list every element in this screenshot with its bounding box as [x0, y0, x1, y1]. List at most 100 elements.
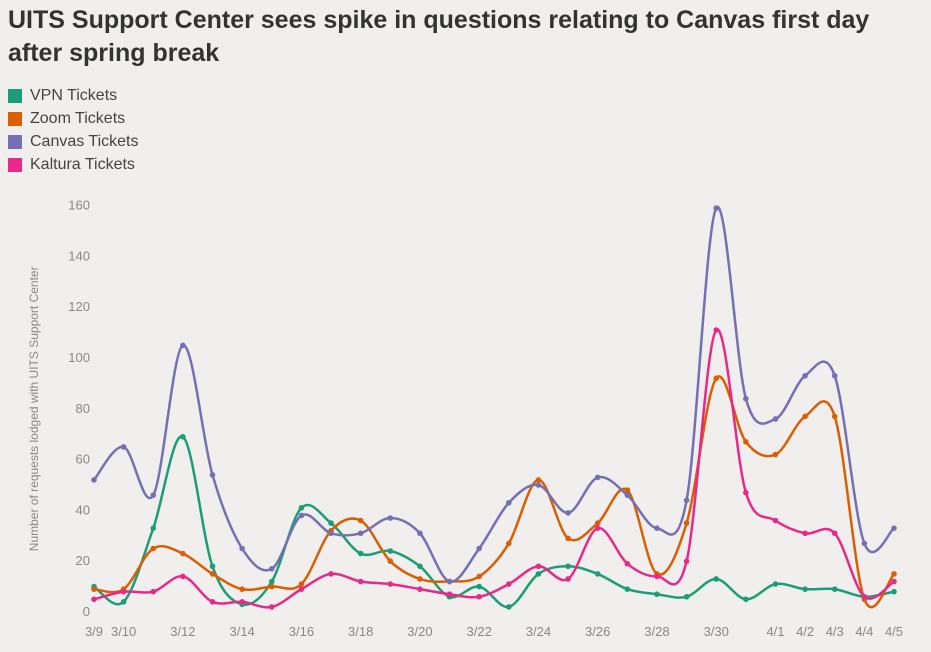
data-point-kaltura-tickets [891, 578, 897, 585]
data-point-vpn-tickets [357, 550, 364, 557]
data-point-canvas-tickets [150, 492, 157, 498]
data-point-vpn-tickets [476, 583, 482, 590]
data-point-canvas-tickets [594, 474, 601, 481]
data-point-canvas-tickets [772, 416, 779, 422]
data-point-vpn-tickets [713, 576, 720, 582]
data-point-canvas-tickets [535, 482, 542, 488]
x-tick-label: 4/5 [885, 624, 903, 639]
data-point-canvas-tickets [298, 512, 305, 519]
x-tick-label: 3/26 [585, 624, 610, 639]
legend-item-canvas: Canvas Tickets [8, 130, 138, 153]
data-point-canvas-tickets [209, 472, 216, 478]
y-tick-label: 140 [68, 248, 90, 263]
data-point-vpn-tickets [831, 586, 838, 592]
chart-title: UITS Support Center sees spike in questi… [8, 6, 870, 67]
x-tick-label: 3/24 [526, 624, 551, 639]
data-point-canvas-tickets [476, 545, 482, 552]
data-point-kaltura-tickets [535, 563, 542, 570]
data-point-canvas-tickets [743, 395, 749, 402]
data-point-canvas-tickets [831, 372, 838, 379]
data-point-vpn-tickets [594, 571, 601, 577]
series-line-kaltura-tickets [93, 328, 895, 609]
x-tick-label: 4/4 [855, 624, 873, 639]
data-point-kaltura-tickets [180, 573, 186, 580]
data-point-canvas-tickets [565, 510, 571, 516]
data-point-kaltura-tickets [387, 581, 394, 587]
data-point-kaltura-tickets [476, 593, 482, 600]
data-point-vpn-tickets [772, 581, 779, 587]
x-tick-label: 3/28 [644, 624, 669, 639]
legend-label-canvas: Canvas Tickets [30, 132, 139, 150]
legend-item-vpn: VPN Tickets [8, 84, 138, 107]
data-point-zoom-tickets [91, 586, 97, 592]
data-point-kaltura-tickets [120, 588, 127, 595]
data-point-zoom-tickets [476, 573, 482, 580]
data-point-zoom-tickets [417, 576, 423, 582]
data-point-kaltura-tickets [417, 586, 423, 592]
data-point-zoom-tickets [713, 375, 720, 382]
data-point-zoom-tickets [357, 517, 364, 524]
data-point-canvas-tickets [506, 499, 512, 506]
data-point-canvas-tickets [654, 525, 660, 531]
data-point-kaltura-tickets [328, 571, 334, 577]
data-point-vpn-tickets [417, 563, 423, 570]
x-tick-label: 3/10 [111, 624, 136, 639]
y-tick-label: 100 [68, 350, 90, 365]
data-point-canvas-tickets [802, 372, 808, 379]
data-point-zoom-tickets [150, 545, 157, 552]
data-point-vpn-tickets [268, 578, 275, 585]
data-point-zoom-tickets [506, 540, 512, 547]
data-point-kaltura-tickets [861, 593, 868, 600]
data-point-vpn-tickets [535, 571, 542, 577]
data-point-vpn-tickets [802, 586, 808, 592]
x-tick-label: 3/14 [229, 624, 254, 639]
data-point-vpn-tickets [387, 548, 394, 554]
data-point-vpn-tickets [209, 563, 216, 570]
data-point-kaltura-tickets [772, 517, 779, 524]
data-point-vpn-tickets [506, 604, 512, 610]
data-point-canvas-tickets [91, 477, 97, 483]
data-point-kaltura-tickets [506, 581, 512, 587]
data-point-canvas-tickets [683, 497, 690, 504]
x-tick-label: 4/3 [826, 624, 844, 639]
legend-item-zoom: Zoom Tickets [8, 107, 138, 130]
data-point-canvas-tickets [387, 515, 394, 521]
x-tick-label: 3/18 [348, 624, 373, 639]
legend-swatch-kaltura [8, 157, 22, 172]
data-point-kaltura-tickets [831, 530, 838, 537]
data-point-vpn-tickets [624, 586, 631, 592]
data-point-zoom-tickets [239, 586, 245, 592]
data-point-kaltura-tickets [713, 327, 720, 333]
x-tick-label: 4/1 [766, 624, 784, 639]
data-point-zoom-tickets [387, 558, 394, 564]
data-point-vpn-tickets [891, 588, 897, 595]
data-point-vpn-tickets [328, 520, 334, 526]
data-point-zoom-tickets [683, 520, 690, 526]
data-point-vpn-tickets [298, 505, 305, 511]
legend-label-zoom: Zoom Tickets [30, 109, 126, 127]
data-point-canvas-tickets [120, 444, 127, 450]
data-point-canvas-tickets [861, 540, 868, 547]
data-point-zoom-tickets [624, 487, 631, 493]
legend-item-kaltura: Kaltura Tickets [8, 153, 138, 176]
y-axis-label: Number of requests lodged with UITS Supp… [27, 266, 41, 551]
data-point-canvas-tickets [891, 525, 897, 531]
data-point-kaltura-tickets [268, 604, 275, 610]
data-point-zoom-tickets [268, 583, 275, 590]
data-point-kaltura-tickets [683, 558, 690, 564]
data-point-zoom-tickets [594, 520, 601, 526]
x-tick-label: 3/22 [467, 624, 492, 639]
legend-swatch-vpn [8, 88, 22, 103]
data-point-kaltura-tickets [150, 588, 157, 595]
data-point-kaltura-tickets [802, 530, 808, 537]
y-tick-label: 20 [76, 553, 90, 568]
x-tick-label: 3/20 [407, 624, 432, 639]
y-tick-label: 40 [76, 502, 90, 517]
data-point-vpn-tickets [654, 591, 660, 598]
data-point-kaltura-tickets [209, 599, 216, 605]
data-point-kaltura-tickets [357, 578, 364, 585]
x-tick-label: 3/16 [289, 624, 314, 639]
legend-swatch-canvas [8, 134, 22, 149]
data-point-canvas-tickets [328, 530, 334, 537]
